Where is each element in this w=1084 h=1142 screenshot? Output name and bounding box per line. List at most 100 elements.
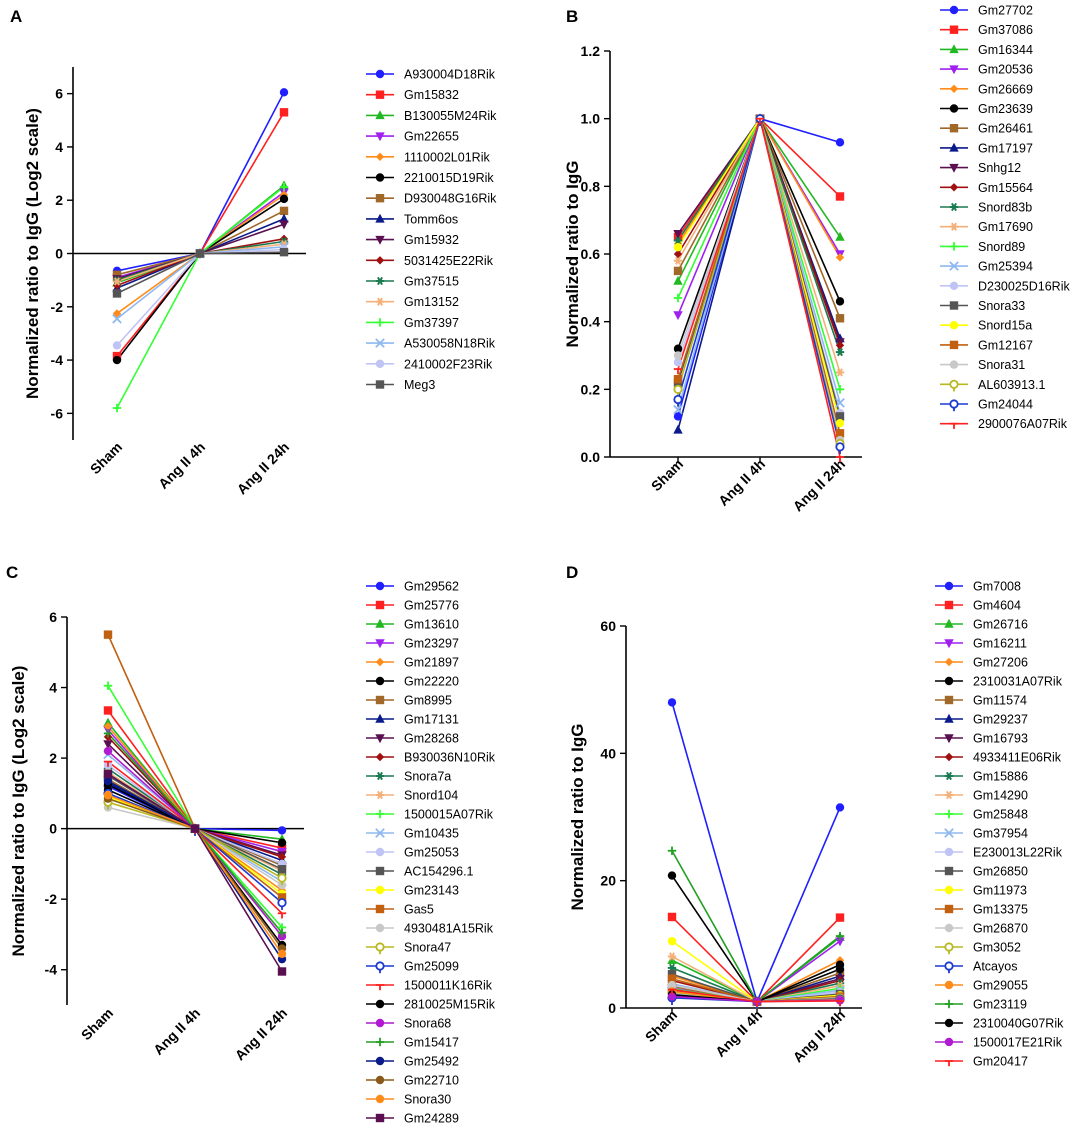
y-tick-label: 0 (608, 1000, 616, 1016)
series-markers (673, 113, 845, 463)
data-point (835, 231, 845, 241)
data-point (103, 790, 113, 800)
data-point (103, 681, 113, 690)
legend-label: Gm29562 (404, 580, 459, 594)
legend-item: Snora7a (366, 770, 451, 784)
legend-item: Gm16793 (935, 732, 1028, 746)
data-point (835, 253, 845, 262)
legend-marker (375, 213, 385, 223)
legend-item: Gm29237 (935, 713, 1028, 727)
legend-marker (949, 163, 959, 173)
legend-item: Gm37954 (935, 827, 1028, 841)
legend-marker (375, 1018, 385, 1028)
data-point (667, 980, 677, 990)
legend-item: Gm15886 (935, 770, 1028, 784)
legend-item: 4933411E06Rik (935, 751, 1062, 765)
legend-marker (375, 1113, 385, 1123)
series-lines (677, 115, 841, 458)
legend-label: Snora68 (404, 1017, 451, 1031)
y-axis-title: Normalized ratio to IgG (563, 160, 582, 347)
legend-marker (944, 904, 954, 914)
data-point (103, 746, 113, 756)
data-point (277, 838, 287, 847)
legend-item: Gm13375 (935, 903, 1028, 917)
legend-marker (949, 142, 959, 152)
legend-marker (949, 84, 959, 93)
legend-label: Gm29237 (973, 713, 1028, 727)
data-point (277, 949, 287, 959)
x-category-label: Ang II 24h (231, 1005, 290, 1064)
series-line (677, 115, 841, 417)
data-point (279, 206, 289, 216)
legend-item: Gm16344 (940, 43, 1033, 57)
legend-item: Gm22655 (366, 130, 459, 144)
legend-item: Gm22710 (366, 1074, 459, 1088)
legend-item: Gm37397 (366, 316, 459, 330)
legend-marker (944, 980, 954, 990)
legend-marker (949, 183, 959, 192)
data-point (103, 630, 113, 639)
legend-marker (375, 984, 385, 991)
legend-label: AC154296.1 (404, 865, 474, 879)
legend-item: Gm15417 (366, 1036, 459, 1050)
x-category-label: Ang II 4h (715, 456, 768, 509)
legend-label: 4933411E06Rik (973, 751, 1062, 765)
legend-marker (375, 581, 385, 591)
legend-item: Snord89 (940, 240, 1025, 254)
legend-label: Gm17690 (978, 220, 1033, 234)
legend-label: Snord15a (978, 319, 1032, 333)
legend-item: Gm22220 (366, 675, 459, 689)
legend-item: Gm26850 (935, 865, 1028, 879)
data-point (667, 846, 677, 855)
legend-label: Gm16211 (973, 637, 1027, 651)
legend-marker (375, 1075, 385, 1085)
legend-marker (375, 657, 385, 667)
legend-item: 4930481A15Rik (366, 922, 494, 936)
legend-item: Gm29055 (935, 979, 1028, 993)
legend-label: 2310031A07Rik (973, 675, 1063, 689)
series-lines (671, 702, 841, 1005)
legend-marker (949, 281, 959, 290)
data-point (103, 760, 113, 767)
legend-item: Gm21897 (366, 656, 459, 670)
legend-marker (375, 676, 385, 686)
legend-item: Gm11574 (935, 694, 1027, 708)
legend-label: Gm37397 (404, 316, 459, 330)
legend-item: 1110002L01Rik (366, 150, 490, 164)
data-point (279, 108, 289, 117)
legend-marker (944, 734, 954, 744)
y-tick-label: 40 (600, 745, 616, 761)
legend-label: Gm23119 (973, 998, 1027, 1012)
legend-marker (944, 695, 954, 705)
legend-label: Gm11973 (973, 884, 1027, 898)
data-point (279, 220, 289, 230)
legend-item: E230013L22Rik (935, 846, 1063, 860)
x-category-label: Ang II 4h (155, 439, 208, 492)
legend-item: Gm23297 (366, 637, 459, 651)
y-tick-label: -2 (51, 299, 64, 315)
legend-label: 1110002L01Rik (404, 150, 490, 164)
legend-item: Snora68 (366, 1017, 451, 1031)
data-point (667, 698, 677, 707)
y-tick-label: 0 (49, 821, 57, 837)
legend-label: Gm26461 (978, 122, 1033, 136)
legend-item: 2310031A07Rik (935, 675, 1063, 689)
legend-label: Gm13152 (404, 295, 459, 309)
legend-item: Snord83b (940, 201, 1032, 215)
legend-item: Atcayos (935, 960, 1017, 974)
legend-marker (375, 338, 385, 348)
legend-marker (375, 297, 385, 306)
legend-marker (375, 809, 385, 819)
data-point (835, 398, 845, 408)
legend-marker (944, 1037, 954, 1047)
legend-label: Gm26669 (978, 82, 1033, 96)
legend-item: D230025D16Rik (940, 279, 1070, 293)
data-point (103, 706, 113, 715)
legend-label: Gm15564 (978, 181, 1033, 195)
data-point (673, 311, 683, 321)
series-line (107, 750, 283, 937)
legend-label: Gm3052 (973, 941, 1021, 955)
legend-label: Atcayos (973, 960, 1017, 974)
data-point (835, 368, 845, 377)
